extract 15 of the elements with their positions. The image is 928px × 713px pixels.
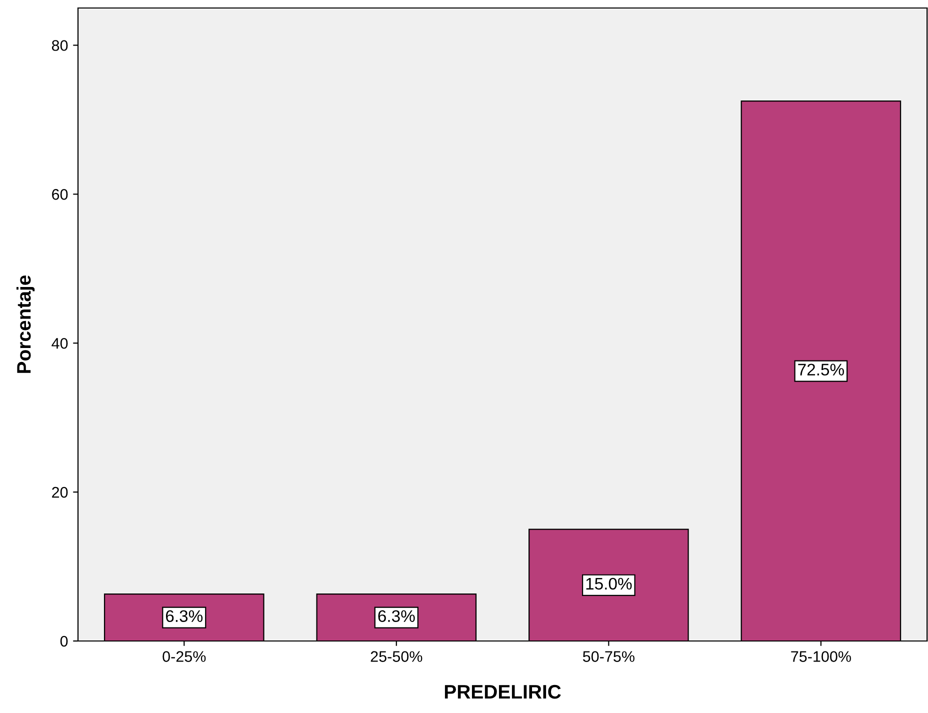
x-tick-label: 50-75% [582, 651, 634, 662]
data-label: 6.3% [166, 610, 203, 622]
y-tick-label: 0 [60, 636, 68, 647]
y-tick-label: 40 [52, 338, 68, 349]
y-axis-title: Porcentaje [16, 275, 35, 373]
x-axis-title: PREDELIRIC [444, 684, 561, 699]
y-tick-label: 20 [52, 486, 68, 498]
x-tick-label: 25-50% [370, 651, 422, 662]
data-label: 6.3% [378, 610, 415, 622]
x-tick-label: 75-100% [791, 651, 851, 662]
x-tick-label: 0-25% [162, 651, 206, 662]
data-label: 15.0% [586, 578, 632, 590]
data-label: 72.5% [798, 364, 844, 376]
y-tick-label: 60 [52, 189, 68, 200]
y-tick-label: 80 [52, 40, 68, 51]
